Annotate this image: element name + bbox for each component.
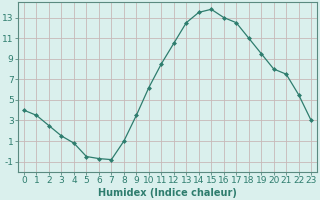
X-axis label: Humidex (Indice chaleur): Humidex (Indice chaleur) <box>98 188 237 198</box>
